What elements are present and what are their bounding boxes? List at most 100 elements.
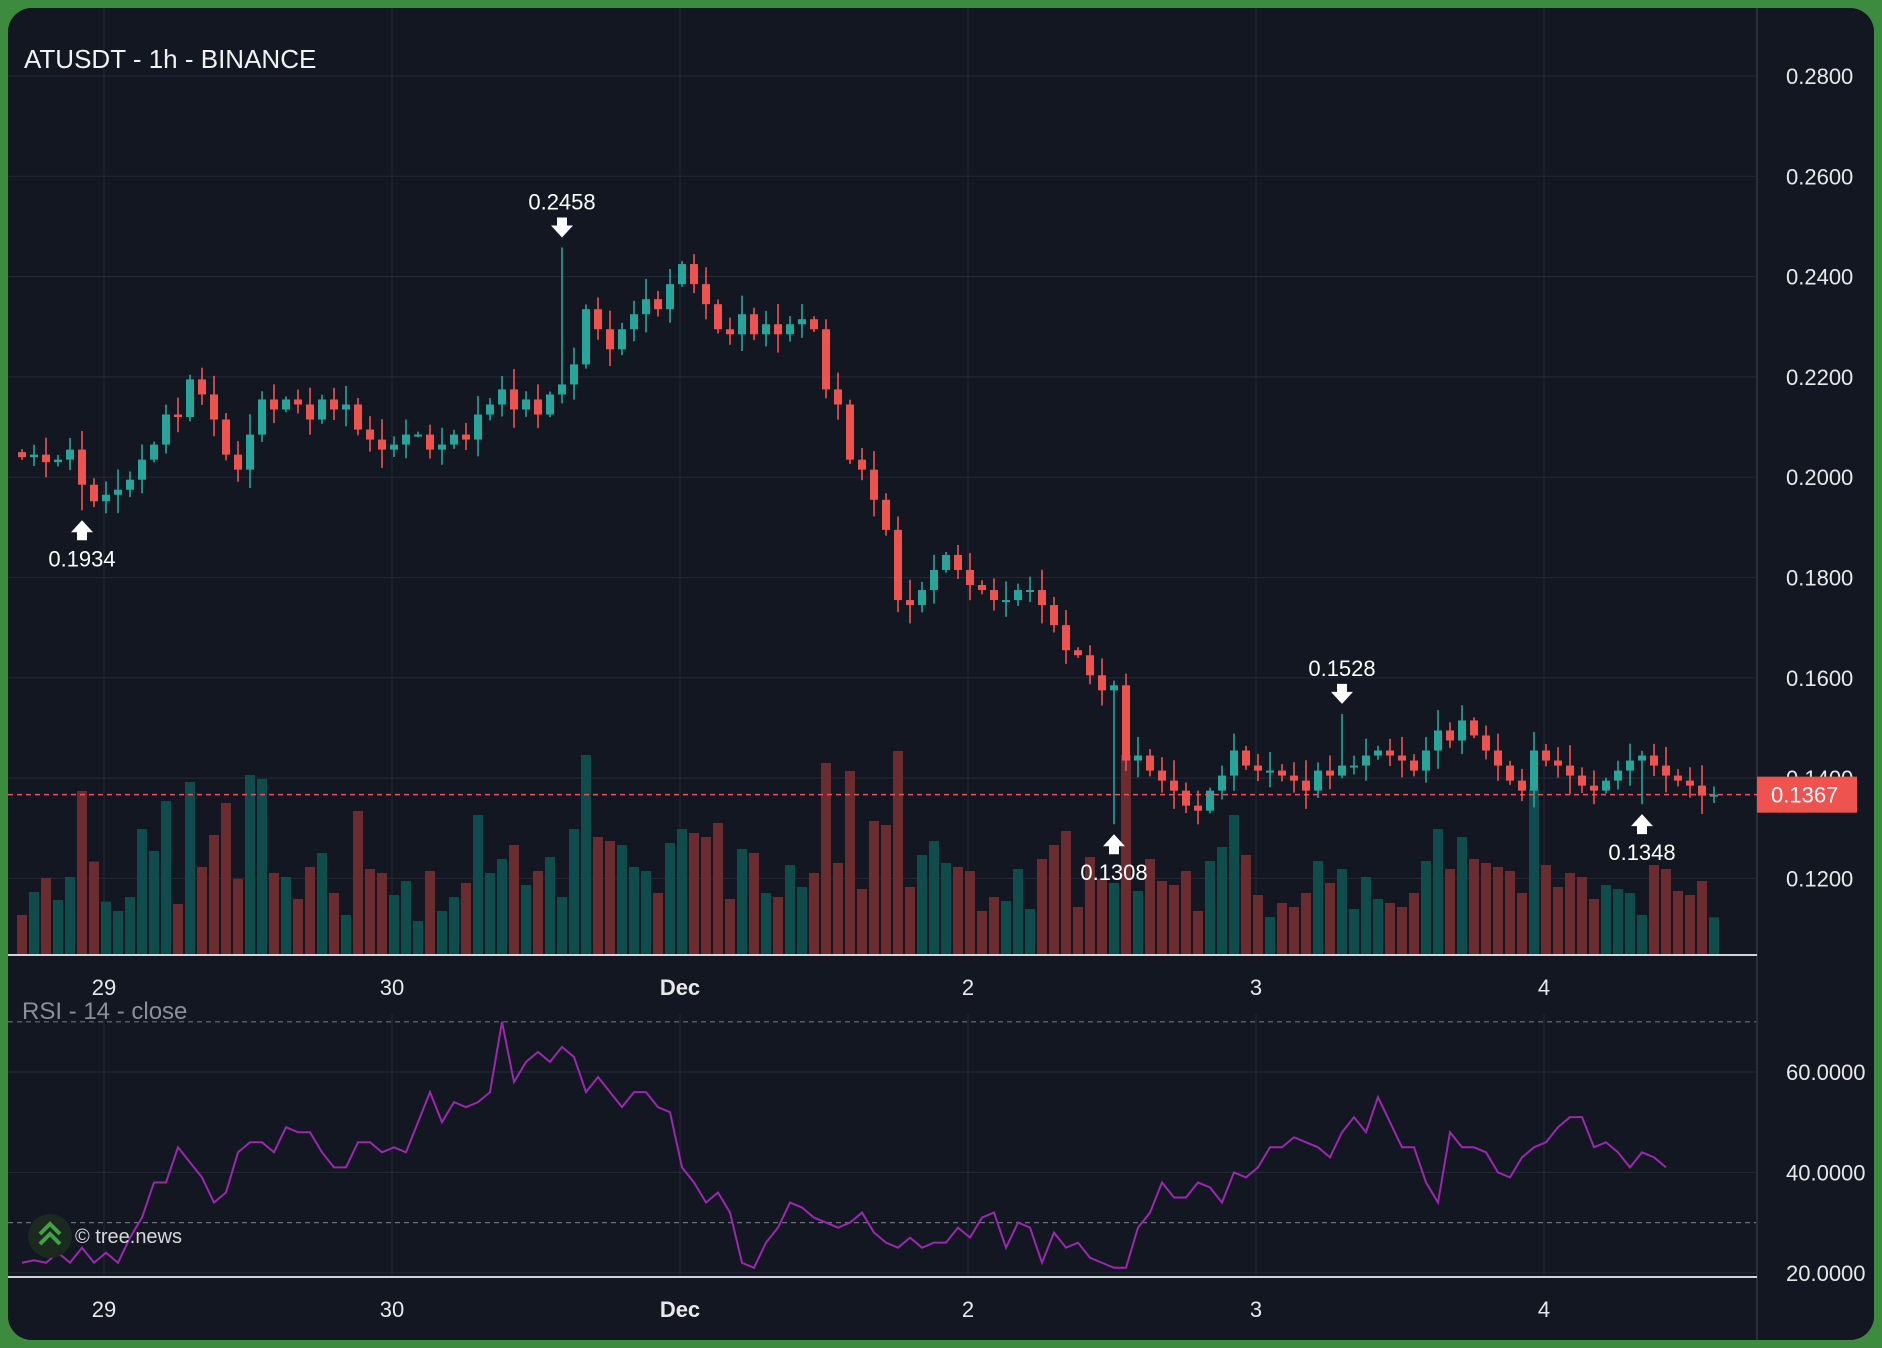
- time-tick-label: 3: [1250, 975, 1262, 1000]
- volume-bar: [101, 901, 111, 955]
- candle-body: [1014, 590, 1022, 601]
- volume-bar: [1601, 885, 1611, 955]
- volume-bar: [89, 861, 99, 955]
- candle-body: [1542, 750, 1550, 761]
- candle-body: [90, 484, 98, 502]
- candle-body: [1530, 750, 1538, 791]
- candle-body: [1302, 780, 1310, 791]
- candle-body: [834, 389, 842, 405]
- time-tick-label: Dec: [660, 975, 700, 1000]
- volume-bar: [1409, 893, 1419, 955]
- candle-body: [270, 399, 278, 410]
- candle-body: [162, 414, 170, 445]
- candle-body: [1098, 675, 1106, 691]
- volume-bar: [1265, 917, 1275, 955]
- volume-bar: [1709, 917, 1719, 955]
- candle-body: [462, 434, 470, 440]
- volume-bar: [209, 835, 219, 955]
- volume-bar: [1193, 911, 1203, 955]
- volume-bar: [257, 779, 267, 955]
- volume-bar: [1541, 865, 1551, 955]
- volume-bar: [1205, 861, 1215, 955]
- volume-bar: [1613, 889, 1623, 955]
- volume-bar: [1529, 789, 1539, 955]
- candle-body: [1038, 590, 1046, 606]
- volume-bar: [473, 815, 483, 955]
- volume-bar: [1037, 859, 1047, 955]
- volume-bar: [641, 871, 651, 955]
- candle-body: [234, 454, 242, 470]
- candle-body: [198, 379, 206, 395]
- arrow-up-icon: [71, 520, 93, 541]
- candle-body: [126, 479, 134, 490]
- volume-bar: [185, 782, 195, 955]
- candle-body: [930, 569, 938, 591]
- volume-bar: [1313, 861, 1323, 955]
- candle-body: [1194, 805, 1202, 811]
- volume-bar: [377, 873, 387, 955]
- volume-bar: [905, 887, 915, 955]
- candle-body: [1050, 605, 1058, 626]
- volume-bar: [713, 823, 723, 955]
- volume-bar: [1109, 883, 1119, 955]
- time-tick-label: Dec: [660, 1297, 700, 1322]
- volume-bar: [605, 841, 615, 955]
- volume-bar: [665, 843, 675, 955]
- candle-body: [282, 399, 290, 410]
- candle-body: [1518, 780, 1526, 791]
- volume-bar: [53, 900, 63, 955]
- volume-bar: [1277, 903, 1287, 955]
- candle-body: [1158, 770, 1166, 781]
- candle-body: [1350, 765, 1358, 768]
- candle-body: [1626, 760, 1634, 771]
- volume-bar: [413, 921, 423, 955]
- time-tick-label: 2: [962, 975, 974, 1000]
- volume-bar: [653, 893, 663, 955]
- volume-bar: [389, 895, 399, 955]
- annotation-label: 0.1348: [1608, 840, 1675, 865]
- candle-body: [858, 459, 866, 470]
- rsi-tick-label: 20.0000: [1786, 1261, 1866, 1286]
- volume-bar: [569, 829, 579, 955]
- volume-bar: [521, 885, 531, 955]
- candle-body: [1410, 760, 1418, 771]
- candle-body: [630, 314, 638, 330]
- candle-body: [378, 439, 386, 450]
- volume-bar: [1637, 915, 1647, 955]
- volume-bar: [1073, 907, 1083, 955]
- volume-bar: [1673, 891, 1683, 955]
- volume-bar: [1505, 871, 1515, 955]
- volume-bar: [365, 869, 375, 955]
- volume-bar: [353, 811, 363, 955]
- candle-body: [1578, 775, 1586, 786]
- candle-body: [1206, 790, 1214, 811]
- candle-body: [1254, 765, 1262, 771]
- candle-body: [1686, 780, 1694, 786]
- candle-body: [306, 404, 314, 420]
- candle-body: [246, 434, 254, 470]
- chart-canvas[interactable]: 0.2800 0.2600 0.2400 0.2200 0.2000 0.1800 0.16…: [8, 8, 1874, 1340]
- volume-bar: [701, 837, 711, 955]
- candle-body: [1218, 775, 1226, 791]
- volume-bar: [269, 873, 279, 955]
- volume-bar: [1577, 877, 1587, 955]
- candle-body: [138, 459, 146, 480]
- candle-body: [414, 434, 422, 437]
- candle-body: [18, 452, 26, 458]
- candle-body: [1638, 755, 1646, 761]
- candle-body: [1566, 765, 1574, 776]
- candle-body: [714, 304, 722, 330]
- volume-bar: [1181, 871, 1191, 955]
- volume-bar: [437, 911, 447, 955]
- volume-bar: [893, 751, 903, 955]
- volume-bar: [677, 829, 687, 955]
- candle-body: [990, 590, 998, 601]
- volume-bar: [1229, 815, 1239, 955]
- candle-body: [1002, 600, 1010, 603]
- candle-body: [966, 569, 974, 586]
- candle-body: [822, 329, 830, 390]
- volume-bar: [1373, 899, 1383, 955]
- candle-body: [1602, 780, 1610, 791]
- volume-bar: [497, 859, 507, 955]
- volume-bar: [785, 865, 795, 955]
